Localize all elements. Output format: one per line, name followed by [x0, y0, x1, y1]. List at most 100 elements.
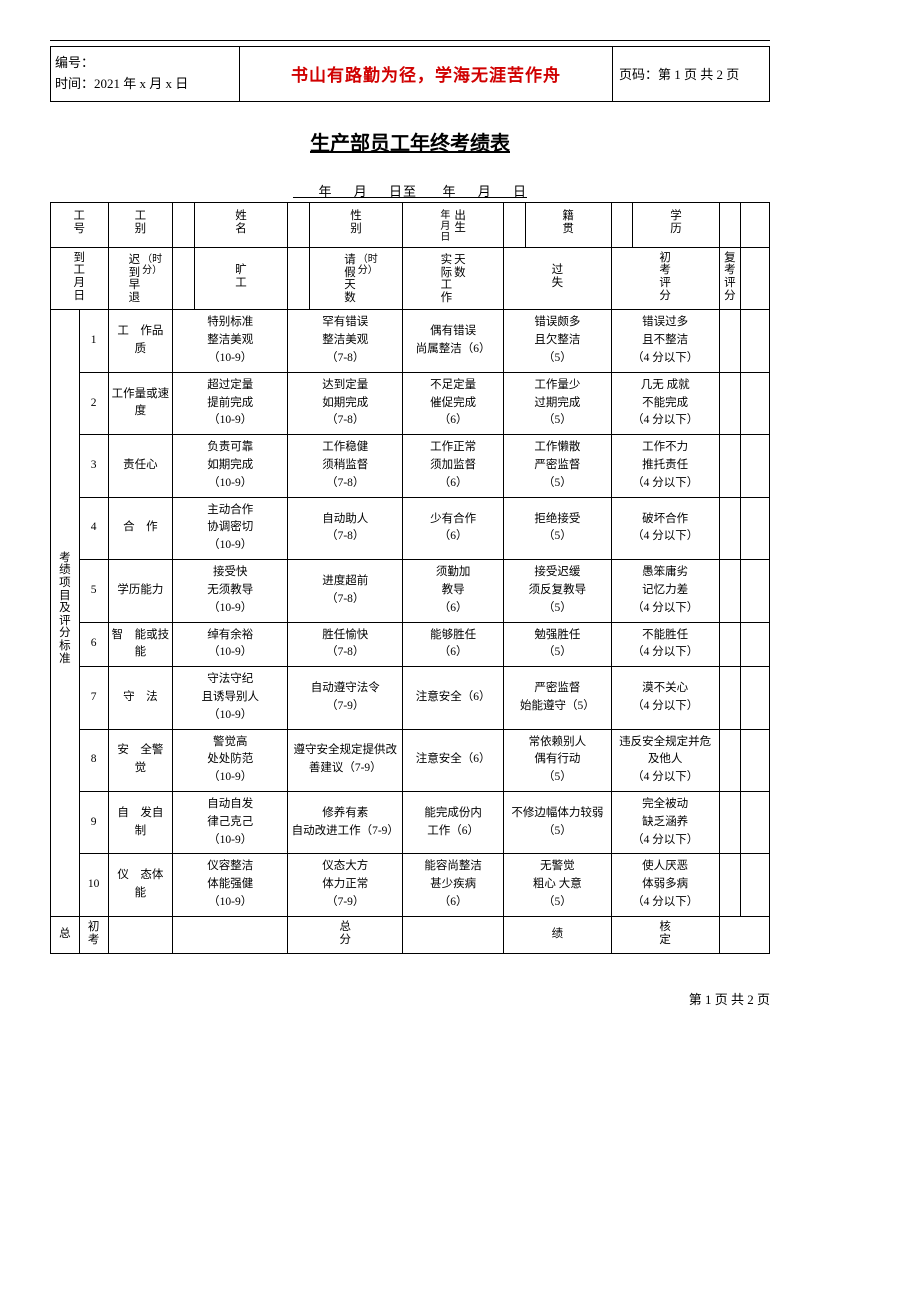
criteria-row: 7守 法守法守纪且诱导别人（10-9）自动遵守法令（7-9）注意安全（6）严密监… — [51, 667, 770, 729]
criteria-grade-b: 罕有错误整洁美观（7-8） — [288, 310, 403, 372]
criteria-grade-a: 特别标准整洁美观（10-9） — [173, 310, 288, 372]
criteria-name: 责任心 — [108, 435, 173, 497]
criteria-num: 1 — [79, 310, 108, 372]
criteria-num: 8 — [79, 729, 108, 791]
att-c7: 初考评分 — [611, 247, 719, 310]
criteria-grade-e: 愚笨庸劣记忆力差（4 分以下） — [611, 560, 719, 622]
info-c7: 学历 — [633, 202, 719, 247]
criteria-num: 9 — [79, 792, 108, 854]
criteria-row: 3责任心负责可靠如期完成（10-9）工作稳健须稍监督（7-8）工作正常须加监督（… — [51, 435, 770, 497]
criteria-blank-2 — [741, 435, 770, 497]
header-box: 编号： 时间：2021 年 x 月 x 日 书山有路勤为径，学海无涯苦作舟 页码… — [50, 46, 770, 102]
criteria-grade-d: 工作量少过期完成（5） — [503, 372, 611, 434]
criteria-blank-1 — [719, 560, 741, 622]
att-c5: 实际工作天数 — [403, 247, 504, 310]
criteria-grade-a: 主动合作协调密切（10-9） — [173, 497, 288, 559]
tot-zongfen: 总分 — [288, 916, 403, 953]
criteria-grade-c: 能容尚整洁甚少疾病（6） — [403, 854, 504, 916]
criteria-grade-e: 漠不关心（4 分以下） — [611, 667, 719, 729]
criteria-grade-c: 偶有错误尚属整洁（6） — [403, 310, 504, 372]
criteria-grade-a: 警觉高处处防范（10-9） — [173, 729, 288, 791]
footer-page: 第 1 页 共 2 页 — [50, 989, 770, 1008]
criteria-blank-2 — [741, 729, 770, 791]
info-c1: 工号 — [51, 202, 109, 247]
tot-chukao: 初考 — [79, 916, 108, 953]
info-c4: 性别 — [309, 202, 402, 247]
info-c5: 年月日出生 — [403, 202, 504, 247]
criteria-num: 4 — [79, 497, 108, 559]
criteria-grade-b: 进度超前（7-8） — [288, 560, 403, 622]
criteria-row: 6智 能或技能绰有余裕（10-9）胜任愉快（7-8）能够胜任（6）勉强胜任（5）… — [51, 622, 770, 667]
criteria-grade-d: 无警觉粗心 大意（5） — [503, 854, 611, 916]
criteria-grade-e: 不能胜任（4 分以下） — [611, 622, 719, 667]
info-b6 — [611, 202, 633, 247]
criteria-name: 仪 态体 能 — [108, 854, 173, 916]
section-label: 考绩项目及评分标准 — [51, 310, 80, 917]
criteria-num: 3 — [79, 435, 108, 497]
criteria-row: 8安 全警 觉警觉高处处防范（10-9）遵守安全规定提供改善建议（7-9）注意安… — [51, 729, 770, 791]
time-label: 时间：2021 年 x 月 x 日 — [55, 74, 235, 95]
criteria-grade-b: 仪态大方体力正常（7-9） — [288, 854, 403, 916]
criteria-row: 10仪 态体 能仪容整洁体能强健（10-9）仪态大方体力正常（7-9）能容尚整洁… — [51, 854, 770, 916]
criteria-grade-a: 自动自发律己克己（10-9） — [173, 792, 288, 854]
criteria-grade-c: 少有合作（6） — [403, 497, 504, 559]
criteria-grade-d: 严密监督始能遵守（5） — [503, 667, 611, 729]
criteria-grade-c: 工作正常须加监督（6） — [403, 435, 504, 497]
criteria-body: 考绩项目及评分标准1工 作品 质特别标准整洁美观（10-9）罕有错误整洁美观（7… — [51, 310, 770, 917]
info-row: 工号 工别 姓名 性别 年月日出生 籍贯 学历 — [51, 202, 770, 247]
criteria-blank-1 — [719, 497, 741, 559]
serial-label: 编号： — [55, 53, 235, 74]
att-b8 — [741, 247, 770, 310]
date-range-text: 年 月 日至 年 月 日 — [293, 184, 527, 199]
criteria-grade-c: 注意安全（6） — [403, 729, 504, 791]
criteria-blank-1 — [719, 310, 741, 372]
info-b8 — [741, 202, 770, 247]
criteria-blank-2 — [741, 854, 770, 916]
doc-title: 生产部员工年终考绩表 — [50, 127, 770, 156]
criteria-grade-d: 不修边幅体力较弱（5） — [503, 792, 611, 854]
criteria-grade-a: 接受快无须教导（10-9） — [173, 560, 288, 622]
info-c3: 姓名 — [194, 202, 287, 247]
tot-heding: 核定 — [611, 916, 719, 953]
criteria-blank-1 — [719, 667, 741, 729]
date-range: 年 月 日至 年 月 日 — [50, 181, 770, 200]
criteria-blank-1 — [719, 729, 741, 791]
criteria-blank-1 — [719, 854, 741, 916]
top-rule — [50, 40, 770, 41]
main-table: 工号 工别 姓名 性别 年月日出生 籍贯 学历 到工月日 迟到早退（时分） 旷工… — [50, 202, 770, 955]
header-left: 编号： 时间：2021 年 x 月 x 日 — [51, 47, 240, 101]
criteria-grade-d: 错误颇多且欠整洁（5） — [503, 310, 611, 372]
criteria-grade-b: 工作稳健须稍监督（7-8） — [288, 435, 403, 497]
criteria-grade-d: 勉强胜任（5） — [503, 622, 611, 667]
criteria-blank-2 — [741, 667, 770, 729]
info-b5 — [503, 202, 525, 247]
criteria-blank-1 — [719, 622, 741, 667]
criteria-name: 安 全警 觉 — [108, 729, 173, 791]
att-b3 — [288, 247, 310, 310]
att-c6: 过失 — [503, 247, 611, 310]
criteria-grade-e: 违反安全规定并危及他人（4 分以下） — [611, 729, 719, 791]
criteria-name: 智 能或技能 — [108, 622, 173, 667]
criteria-row: 考绩项目及评分标准1工 作品 质特别标准整洁美观（10-9）罕有错误整洁美观（7… — [51, 310, 770, 372]
tot-zong: 总 — [51, 916, 80, 953]
criteria-blank-1 — [719, 372, 741, 434]
att-c4: 请假天数（时分） — [309, 247, 402, 310]
tot-ji: 绩 — [503, 916, 611, 953]
criteria-num: 7 — [79, 667, 108, 729]
criteria-grade-e: 使人厌恶体弱多病（4 分以下） — [611, 854, 719, 916]
att-c1: 到工月日 — [51, 247, 109, 310]
criteria-grade-a: 仪容整洁体能强健（10-9） — [173, 854, 288, 916]
criteria-grade-c: 注意安全（6） — [403, 667, 504, 729]
criteria-grade-c: 能够胜任（6） — [403, 622, 504, 667]
info-b2 — [173, 202, 195, 247]
criteria-grade-c: 不足定量催促完成（6） — [403, 372, 504, 434]
att-c3: 旷工 — [194, 247, 287, 310]
totals-row: 总 初考 总分 绩 核定 — [51, 916, 770, 953]
criteria-grade-d: 常依赖别人偶有行动（5） — [503, 729, 611, 791]
info-b3 — [288, 202, 310, 247]
criteria-num: 5 — [79, 560, 108, 622]
criteria-grade-b: 自动遵守法令（7-9） — [288, 667, 403, 729]
criteria-grade-c: 能完成份内工作（6） — [403, 792, 504, 854]
att-c8: 复考评分 — [719, 247, 741, 310]
criteria-blank-2 — [741, 560, 770, 622]
